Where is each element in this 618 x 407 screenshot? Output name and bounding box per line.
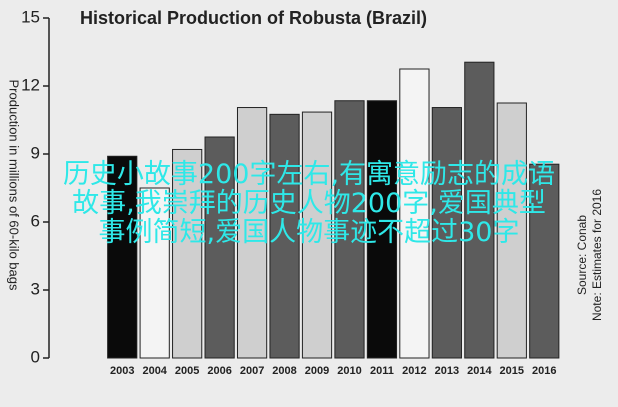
overlay-line: 事例简短,爱国人物事迹不超过30字 [98, 217, 520, 248]
x-tick-label: 2013 [435, 365, 459, 377]
x-tick-label: 2005 [175, 365, 199, 377]
bar [496, 102, 527, 359]
x-tick-label: 2016 [532, 365, 556, 377]
y-tick-label: 12 [21, 75, 40, 94]
x-tick-label: 2015 [500, 365, 524, 377]
y-tick-label: 9 [31, 143, 40, 162]
bar [334, 100, 365, 359]
x-tick-label: 2014 [467, 365, 492, 377]
chart-title: Historical Production of Robusta (Brazil… [80, 8, 427, 28]
x-tick-label: 2003 [110, 365, 134, 377]
y-axis-label: Production in millions of 60-kilo bags [7, 80, 22, 291]
bar [529, 163, 560, 359]
x-tick-label: 2004 [142, 365, 167, 377]
bar [139, 187, 170, 359]
bar [366, 100, 398, 359]
x-tick-label: 2010 [337, 365, 361, 377]
source-note: Source: Conab [575, 215, 589, 295]
x-tick-label: 2011 [370, 365, 394, 377]
bar [172, 148, 203, 359]
x-tick-label: 2008 [272, 365, 296, 377]
bar [269, 113, 300, 359]
bar [204, 136, 235, 359]
overlay-line: 历史小故事200字左右,有寓意励志的成语 [62, 159, 556, 190]
x-tick-label: 2007 [240, 365, 264, 377]
bar [464, 61, 495, 359]
bar [399, 68, 430, 359]
y-tick-label: 6 [31, 211, 40, 230]
bar [301, 111, 333, 359]
y-tick-label: 3 [31, 279, 40, 298]
bar [431, 107, 462, 359]
x-tick-label: 2012 [402, 365, 426, 377]
bar [107, 155, 138, 359]
y-tick-label: 0 [31, 347, 40, 366]
bar [236, 107, 268, 359]
overlay-line: 故事,我崇拜的历史人物200字,爱国典型 [72, 188, 546, 219]
x-tick-label: 2009 [305, 365, 329, 377]
y-tick-label: 15 [21, 7, 40, 26]
estimate-note: Note: Estimates for 2016 [590, 189, 604, 321]
x-tick-label: 2006 [207, 365, 231, 377]
overlay-text: 历史小故事200字左右,有寓意励志的成语 故事,我崇拜的历史人物200字,爱国典… [0, 160, 618, 247]
